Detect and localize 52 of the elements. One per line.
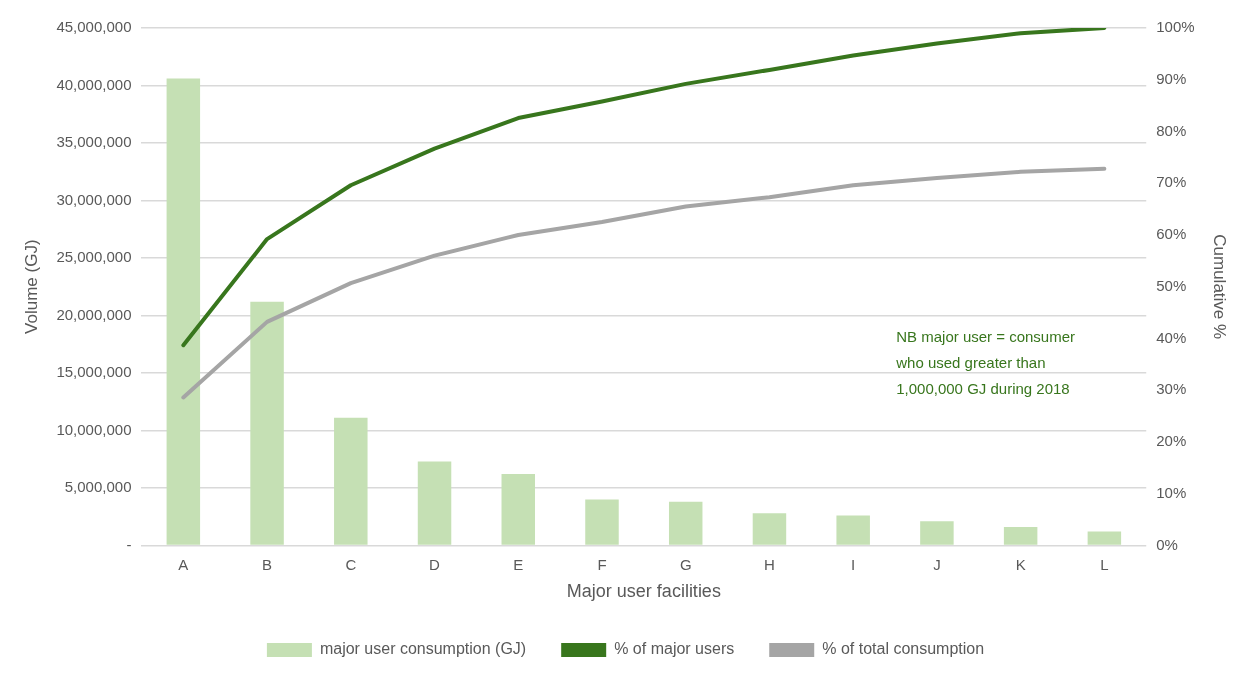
y-tick-label: 20,000,000 bbox=[56, 305, 132, 323]
bar bbox=[1087, 531, 1122, 545]
bar bbox=[752, 513, 787, 545]
y2-axis-title: Cumulative % bbox=[1210, 234, 1230, 340]
legend-label: % of major users bbox=[614, 640, 735, 658]
y2-tick-label: 50% bbox=[1156, 276, 1187, 294]
y-tick-label: 40,000,000 bbox=[56, 75, 132, 93]
legend-label: major user consumption (GJ) bbox=[319, 640, 527, 658]
x-tick-label: E bbox=[513, 555, 524, 573]
bar bbox=[585, 499, 619, 545]
x-tick-label: F bbox=[597, 555, 607, 573]
y-tick-label: 45,000,000 bbox=[56, 18, 132, 36]
bar bbox=[501, 474, 536, 545]
y2-tick-label: 70% bbox=[1156, 173, 1187, 191]
x-tick-label: A bbox=[178, 555, 189, 573]
y-tick-label: 35,000,000 bbox=[56, 133, 132, 151]
x-tick-label: H bbox=[764, 555, 775, 573]
y2-tick-label: 10% bbox=[1156, 483, 1187, 501]
x-tick-label: B bbox=[262, 555, 273, 573]
y2-tick-label: 30% bbox=[1156, 380, 1187, 398]
y2-tick-label: 40% bbox=[1156, 328, 1187, 346]
x-tick-label: D bbox=[429, 555, 441, 573]
x-tick-label: I bbox=[851, 555, 856, 573]
y-axis-title: Volume (GJ) bbox=[21, 239, 41, 334]
y2-tick-label: 60% bbox=[1156, 225, 1187, 243]
y-tick-label: - bbox=[126, 535, 132, 553]
x-tick-label: C bbox=[345, 555, 357, 573]
y-tick-label: 10,000,000 bbox=[56, 420, 132, 438]
y2-tick-label: 90% bbox=[1156, 69, 1187, 87]
bar bbox=[920, 521, 954, 545]
y-tick-label: 30,000,000 bbox=[56, 190, 132, 208]
y2-tick-label: 100% bbox=[1156, 18, 1195, 36]
x-tick-label: L bbox=[1100, 555, 1109, 573]
x-tick-label: K bbox=[1015, 555, 1026, 573]
bar bbox=[1003, 527, 1038, 545]
bar bbox=[250, 301, 284, 545]
bar bbox=[836, 515, 870, 545]
x-axis-title: Major user facilities bbox=[566, 581, 721, 602]
y-tick-label: 15,000,000 bbox=[56, 363, 132, 381]
y-tick-label: 5,000,000 bbox=[64, 478, 132, 496]
bar bbox=[668, 501, 703, 545]
y2-tick-label: 0% bbox=[1156, 535, 1178, 553]
x-tick-label: J bbox=[933, 555, 941, 573]
x-tick-label: G bbox=[679, 555, 692, 573]
bar bbox=[334, 417, 368, 545]
y2-tick-label: 20% bbox=[1156, 432, 1187, 450]
bar bbox=[417, 461, 452, 545]
bar bbox=[166, 78, 201, 545]
y-tick-label: 25,000,000 bbox=[56, 248, 132, 266]
annotation: NB major user = consumer who used greater than 1,000,000 GJ during 2018 bbox=[895, 328, 1076, 398]
y2-tick-label: 80% bbox=[1156, 121, 1187, 139]
legend-label: % of total consumption bbox=[822, 640, 985, 658]
